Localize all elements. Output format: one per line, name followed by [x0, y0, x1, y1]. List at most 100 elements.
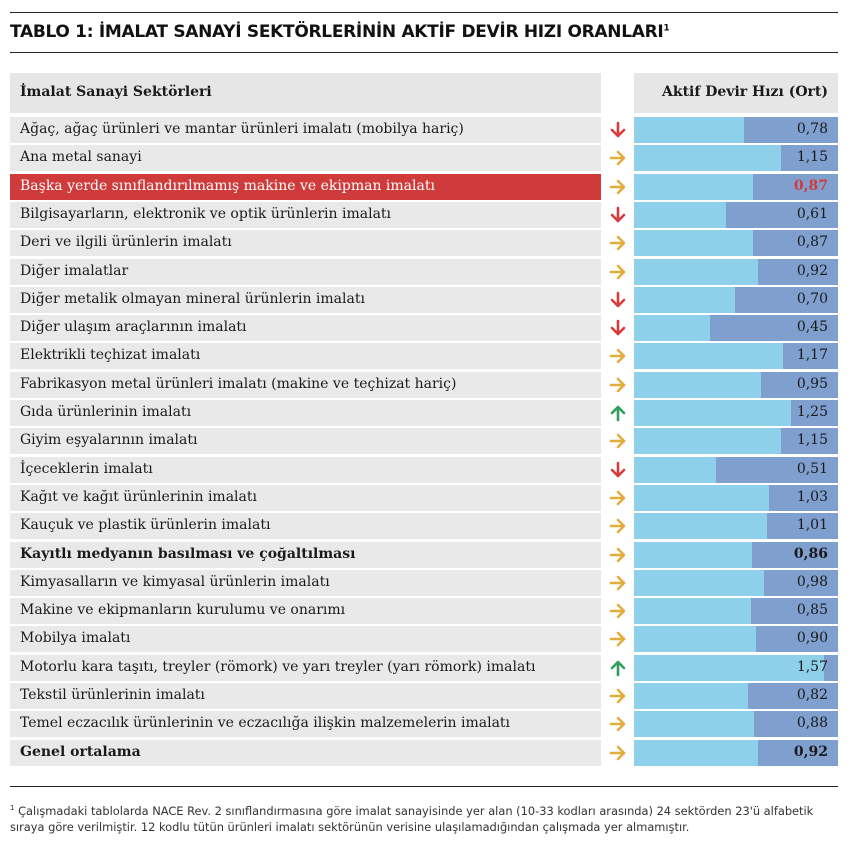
trend-arrow-flat-icon: [609, 745, 626, 760]
sector-label: Diğer ulaşım araçlarının imalatı: [20, 319, 247, 336]
bar: [634, 683, 748, 709]
table-row: Fabrikasyon metal ürünleri imalatı (maki…: [0, 371, 850, 398]
trend-arrow-flat-icon: [609, 349, 626, 364]
bar: [634, 513, 767, 540]
bar: [634, 173, 753, 200]
header-turnover-label: Aktif Devir Hızı (Ort): [662, 84, 828, 100]
footnote-text: Çalışmadaki tablolarda NACE Rev. 2 sınıf…: [10, 803, 814, 834]
sector-cell: Makine ve ekipmanların kurulumu ve onarı…: [10, 598, 601, 625]
data-label: 0,85: [796, 602, 828, 619]
sector-cell: Ana metal sanayi: [10, 145, 601, 172]
data-label: 0,87: [796, 234, 828, 251]
table-row: Diğer ulaşım araçlarının imalatı 0,45: [0, 315, 850, 342]
data-label: 1,01: [796, 517, 828, 534]
table-row: Motorlu kara taşıtı, treyler (römork) ve…: [0, 654, 850, 681]
bottom-rule: [10, 786, 838, 787]
trend-arrow-flat-icon: [609, 632, 626, 647]
bar: [634, 711, 754, 738]
bar: [634, 343, 784, 370]
table-row: Genel ortalama 0,92: [0, 739, 850, 766]
sector-cell: Diğer metalik olmayan mineral ürünlerin …: [10, 286, 601, 313]
data-label: 0,88: [796, 715, 828, 732]
footnote: 1 Çalışmadaki tablolarda NACE Rev. 2 sın…: [10, 800, 840, 835]
bar: [634, 484, 770, 511]
trend-arrow-flat-icon: [609, 688, 626, 704]
bar: [634, 117, 744, 143]
table-row: Diğer imalatlar 0,92: [0, 258, 850, 285]
sector-cell: Genel ortalama: [10, 739, 601, 766]
trend-arrow-flat-icon: [609, 547, 626, 562]
sector-cell: Kauçuk ve plastik ürünlerin imalatı: [10, 513, 601, 540]
sector-label: Elektrikli teçhizat imalatı: [20, 347, 201, 364]
sector-label: Genel ortalama: [20, 743, 141, 760]
title-rule: [10, 52, 838, 53]
sector-label: Kauçuk ve plastik ürünlerin imalatı: [20, 517, 271, 534]
sector-label: Kayıtlı medyanın basılması ve çoğaltılma…: [20, 545, 356, 562]
table-row: Elektrikli teçhizat imalatı 1,17: [0, 343, 850, 370]
bar: [634, 428, 782, 455]
data-label: 0,51: [796, 460, 828, 477]
sector-label: Gıda ürünlerinin imalatı: [20, 404, 192, 420]
bar: [634, 258, 758, 285]
sector-cell: Ağaç, ağaç ürünleri ve mantar ürünleri i…: [10, 117, 601, 143]
data-label: 0,61: [796, 205, 828, 222]
bar: [634, 598, 751, 625]
data-label: 1,17: [796, 347, 828, 364]
table-row: Ağaç, ağaç ürünleri ve mantar ürünleri i…: [0, 117, 850, 143]
sector-label: Fabrikasyon metal ürünleri imalatı (maki…: [20, 375, 457, 392]
sector-cell: Elektrikli teçhizat imalatı: [10, 343, 601, 370]
trend-arrow-flat-icon: [609, 716, 626, 732]
data-label: 1,03: [796, 488, 828, 505]
sector-cell: Fabrikasyon metal ürünleri imalatı (maki…: [10, 371, 601, 398]
trend-arrow-flat-icon: [609, 433, 626, 449]
table-row: Kauçuk ve plastik ürünlerin imalatı 1,01: [0, 513, 850, 540]
trend-arrow-down-icon: [610, 291, 626, 308]
sector-label: Diğer metalik olmayan mineral ürünlerin …: [20, 290, 365, 307]
trend-arrow-down-icon: [610, 461, 626, 477]
table-row: Makine ve ekipmanların kurulumu ve onarı…: [0, 598, 850, 625]
sector-cell: Kağıt ve kağıt ürünlerinin imalatı: [10, 484, 601, 511]
trend-arrow-flat-icon: [609, 264, 626, 279]
trend-arrow-down-icon: [610, 206, 626, 223]
trend-arrow-flat-icon: [609, 150, 626, 166]
sector-cell: Kimyasalların ve kimyasal ürünlerin imal…: [10, 569, 601, 596]
bar: [634, 400, 792, 426]
sector-cell: Mobilya imalatı: [10, 626, 601, 653]
trend-arrow-up-icon: [610, 660, 626, 676]
bar: [634, 315, 710, 342]
top-rule: [10, 12, 838, 13]
trend-arrow-down-icon: [610, 121, 626, 138]
sector-label: Deri ve ilgili ürünlerin imalatı: [20, 234, 232, 251]
table-row: Temel eczacılık ürünlerinin ve eczacılığ…: [0, 711, 850, 738]
header-turnover: Aktif Devir Hızı (Ort): [634, 73, 838, 113]
sector-cell: Diğer imalatlar: [10, 258, 601, 285]
sector-cell: Diğer ulaşım araçlarının imalatı: [10, 315, 601, 342]
data-label: 0,92: [793, 743, 828, 760]
sector-label: Mobilya imalatı: [20, 630, 131, 647]
trend-arrow-flat-icon: [609, 575, 626, 591]
sector-label: Ağaç, ağaç ürünleri ve mantar ürünleri i…: [20, 121, 464, 137]
data-label: 1,25: [796, 404, 828, 420]
trend-arrow-up-icon: [610, 405, 626, 422]
data-label: 0,87: [793, 177, 828, 194]
table-row: Kayıtlı medyanın basılması ve çoğaltılma…: [0, 541, 850, 568]
data-label: 0,82: [796, 687, 828, 703]
data-label: 0,70: [796, 290, 828, 307]
header-sectors-label: İmalat Sanayi Sektörleri: [20, 84, 212, 100]
bar: [634, 371, 761, 398]
data-label: 1,57: [796, 658, 828, 675]
table-row: Deri ve ilgili ürünlerin imalatı 0,87: [0, 230, 850, 257]
bar: [634, 541, 752, 568]
bar: [634, 569, 764, 596]
trend-arrow-flat-icon: [609, 490, 626, 506]
table-row: Giyim eşyalarının imalatı 1,15: [0, 428, 850, 455]
bar: [634, 739, 758, 766]
data-label: 0,90: [796, 630, 828, 647]
bar: [634, 626, 756, 653]
data-label: 0,78: [796, 121, 828, 137]
table-row: Diğer metalik olmayan mineral ürünlerin …: [0, 286, 850, 313]
sector-label: Temel eczacılık ürünlerinin ve eczacılığ…: [20, 715, 511, 732]
sector-label: Kimyasalların ve kimyasal ürünlerin imal…: [20, 573, 330, 590]
sector-label: Başka yerde sınıflandırılmamış makine ve…: [20, 177, 435, 194]
